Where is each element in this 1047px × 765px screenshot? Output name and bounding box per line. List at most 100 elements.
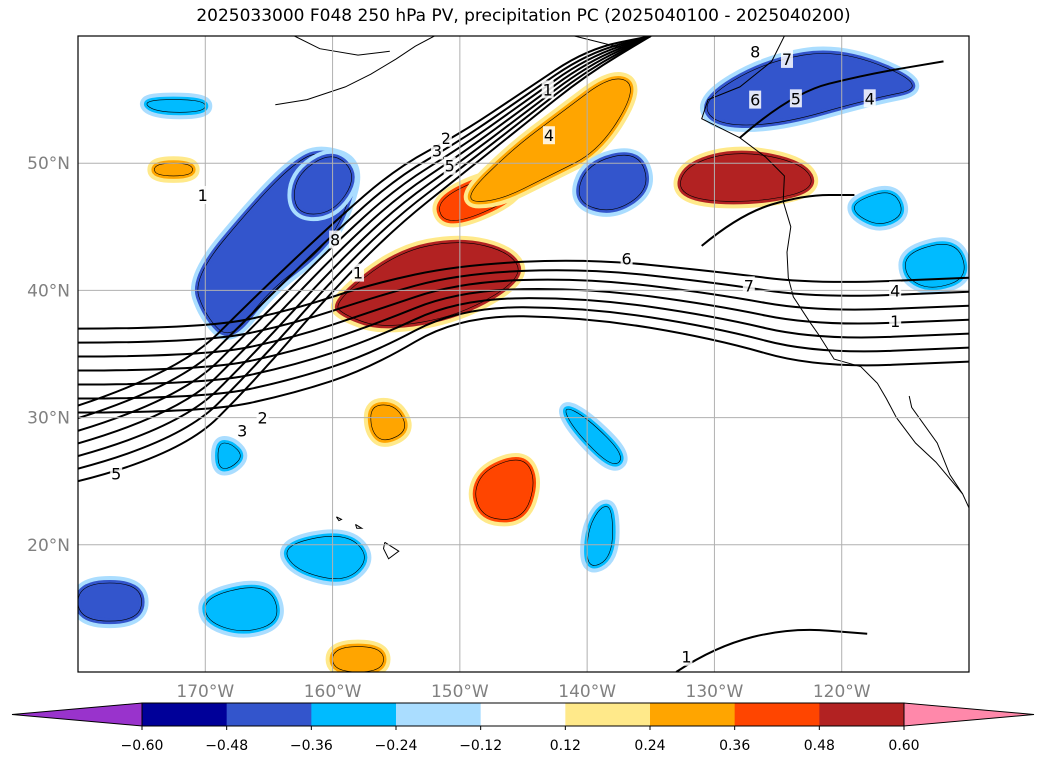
coastline-segment — [335, 516, 343, 522]
coastline-segment — [382, 541, 400, 560]
pv-contour-label-bg — [542, 126, 555, 145]
pv-contour-label: 1 — [890, 312, 900, 331]
coastline-segment — [275, 36, 435, 106]
precip-region-outline — [332, 646, 384, 672]
pv-contour-label: 4 — [890, 281, 900, 300]
colorbar-frame — [141, 702, 905, 727]
colorbar-tick-label: −0.36 — [290, 738, 333, 754]
pv-contour-label-bg — [541, 80, 554, 99]
precip-region — [78, 580, 145, 625]
pv-contour-line — [78, 306, 969, 400]
x-tick-label: 130°W — [686, 682, 744, 702]
colorbar-tick-label: −0.12 — [459, 738, 502, 754]
pv-contour-label-bg — [780, 49, 793, 68]
pv-contour-label-bg — [742, 276, 755, 295]
colorbar-extend-high — [903, 702, 1035, 727]
pv-contour-label: 8 — [750, 42, 760, 61]
precip-region — [151, 160, 196, 179]
pv-contour-label: 5 — [445, 157, 455, 176]
pv-contour-label: 1 — [353, 264, 363, 283]
pv-contour-line — [739, 60, 944, 139]
chart-title: 2025033000 F048 250 hPa PV, precipitatio… — [196, 6, 851, 26]
colorbar-segment — [480, 703, 566, 726]
pv-contour-label-bg — [329, 230, 342, 249]
pv-contour-label-bg — [110, 464, 123, 483]
colorbar-tick-label: 0.12 — [550, 738, 581, 754]
map-frame — [77, 35, 970, 673]
colorbar-tick-label: 0.24 — [634, 738, 665, 754]
precip-region-outline — [370, 404, 405, 441]
colorbar-segment — [734, 703, 820, 726]
precip-region-outline — [146, 99, 206, 113]
precip-region-outline — [586, 506, 613, 566]
pv-contour-label-bg — [680, 647, 693, 666]
precip-region-outline — [854, 192, 902, 224]
pv-contour-label: 2 — [441, 129, 451, 148]
pv-contour-line — [78, 315, 969, 414]
pv-contour-label: 4 — [865, 89, 875, 108]
pv-contour-line — [675, 628, 868, 672]
pv-contour-label: 2 — [257, 409, 267, 428]
coastline-segment — [294, 36, 390, 56]
pv-contour-line — [78, 287, 969, 372]
precip-region-outline — [680, 153, 812, 202]
axis-labels: 170°W 160°W 150°W 140°W 130°W 120°W 20°N 30°N 40… — [27, 154, 871, 702]
precip-region-outline — [578, 154, 647, 211]
precip-region — [143, 96, 209, 116]
pv-contour-label: 7 — [782, 50, 792, 69]
colorbar-segment — [819, 703, 905, 726]
pv-contour-label: 5 — [791, 89, 801, 108]
pv-contour-label-bg — [196, 186, 209, 204]
pv-contour-label-bg — [430, 141, 443, 160]
pv-contour-line — [78, 297, 969, 386]
pv-contour-line — [78, 278, 969, 358]
pv-contour-label: 8 — [330, 231, 340, 250]
pv-contour-label-bg — [352, 263, 365, 282]
precip-region — [329, 643, 387, 672]
colorbar-segment — [396, 703, 482, 726]
precip-region-outline — [470, 78, 631, 202]
pv-contour-label: 1 — [681, 648, 691, 667]
pv-contour-label-bg — [789, 89, 802, 108]
y-tick-label: 30°N — [27, 409, 70, 429]
precip-region-outline — [217, 442, 241, 469]
pv-contour-label-bg — [236, 421, 249, 440]
x-tick-label: 120°W — [813, 682, 871, 702]
colorbar-extend-low — [11, 702, 143, 727]
colorbar-tick-label: 0.48 — [804, 738, 835, 754]
precipitation-shading — [78, 46, 969, 672]
pv-contour-line — [78, 36, 652, 407]
x-tick-label: 140°W — [558, 682, 616, 702]
precip-region-outline — [475, 459, 534, 520]
pv-contour-label: 1 — [198, 186, 208, 205]
coastline-segment — [355, 523, 364, 529]
pv-contour-label-bg — [749, 90, 762, 109]
precip-region — [851, 189, 905, 227]
x-tick-label: 160°W — [304, 682, 362, 702]
y-tick-label: 20°N — [27, 536, 70, 556]
pv-contour-label: 3 — [237, 421, 247, 440]
precip-region-outline — [905, 243, 965, 288]
y-tick-label: 40°N — [27, 281, 70, 301]
precip-region-outline — [286, 536, 365, 579]
colorbar-tick-label: 0.60 — [888, 738, 919, 754]
colorbar: −0.60 −0.48 −0.36 −0.24 −0.12 0.12 0.24 0.36 0.4… — [11, 702, 1035, 754]
precip-region-outline — [294, 156, 352, 215]
pv-contour-label-bg — [443, 156, 456, 175]
precip-region-outline — [154, 162, 193, 177]
x-tick-label: 150°W — [431, 682, 489, 702]
pv-contour-label: 4 — [544, 126, 554, 145]
pv-contour-label-bg — [889, 281, 902, 300]
pv-contour-label: 3 — [432, 141, 442, 160]
pv-contour-label-bg — [863, 89, 876, 108]
pv-contour-label-bg — [889, 311, 902, 330]
colorbar-segment — [311, 703, 397, 726]
colorbar-tick-label: −0.48 — [205, 738, 248, 754]
coastline-segment — [908, 395, 964, 495]
pv-contour-label: 7 — [744, 276, 754, 295]
colorbar-tick-label: 0.36 — [719, 738, 750, 754]
pv-contour-line — [78, 36, 652, 470]
pv-contour-label: 6 — [622, 250, 632, 269]
y-tick-label: 50°N — [27, 154, 70, 174]
